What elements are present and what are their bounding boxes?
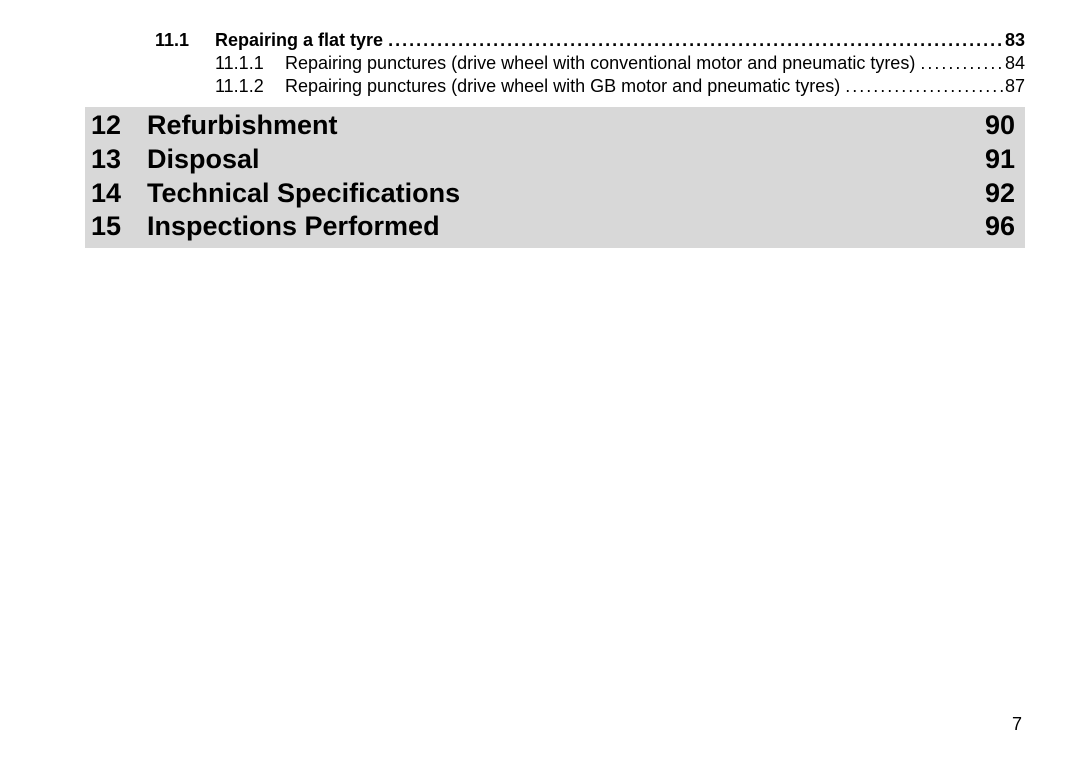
toc-chapter-entry: 15 Inspections Performed 96 [85, 210, 1025, 244]
toc-sub2-title: Repairing punctures (drive wheel with GB… [285, 76, 840, 97]
toc-chapter-title: Refurbishment [147, 109, 985, 143]
toc-sub2-page: 87 [1003, 76, 1025, 97]
toc-sub1-entry: 11.1 Repairing a flat tyre .............… [85, 30, 1025, 51]
toc-chapter-number: 13 [91, 143, 147, 177]
toc-sub2-title: Repairing punctures (drive wheel with co… [285, 53, 915, 74]
toc-chapter-number: 12 [91, 109, 147, 143]
page-number: 7 [1012, 714, 1022, 735]
toc-chapter-number: 15 [91, 210, 147, 244]
toc-chapter-page: 92 [985, 177, 1015, 211]
toc-chapter-page: 90 [985, 109, 1015, 143]
toc-sub1-title: Repairing a flat tyre [215, 30, 383, 51]
toc-chapter-page: 96 [985, 210, 1015, 244]
toc-sub2-page: 84 [1003, 53, 1025, 74]
toc-sub2-number: 11.1.2 [215, 76, 285, 97]
toc-sub2-entry: 11.1.1 Repairing punctures (drive wheel … [85, 53, 1025, 74]
toc-sub1-page: 83 [1003, 30, 1025, 51]
toc-chapter-title: Technical Specifications [147, 177, 985, 211]
page: 11.1 Repairing a flat tyre .............… [0, 0, 1080, 761]
toc-chapter-title: Inspections Performed [147, 210, 985, 244]
toc-chapter-entry: 14 Technical Specifications 92 [85, 177, 1025, 211]
toc-chapter-page: 91 [985, 143, 1015, 177]
toc-chapter-title: Disposal [147, 143, 985, 177]
toc-sub1-number: 11.1 [155, 30, 215, 51]
toc-chapter-entry: 12 Refurbishment 90 [85, 109, 1025, 143]
toc-leader-dots: ........................................… [920, 53, 1003, 74]
toc-leader-dots: ........................................… [845, 76, 1003, 97]
toc-leader-dots: ........................................… [388, 30, 1003, 51]
toc-chapter-block: 12 Refurbishment 90 13 Disposal 91 14 Te… [85, 107, 1025, 248]
toc-sub2-entry: 11.1.2 Repairing punctures (drive wheel … [85, 76, 1025, 97]
toc-chapter-entry: 13 Disposal 91 [85, 143, 1025, 177]
toc-chapter-number: 14 [91, 177, 147, 211]
toc-sub2-number: 11.1.1 [215, 53, 285, 74]
